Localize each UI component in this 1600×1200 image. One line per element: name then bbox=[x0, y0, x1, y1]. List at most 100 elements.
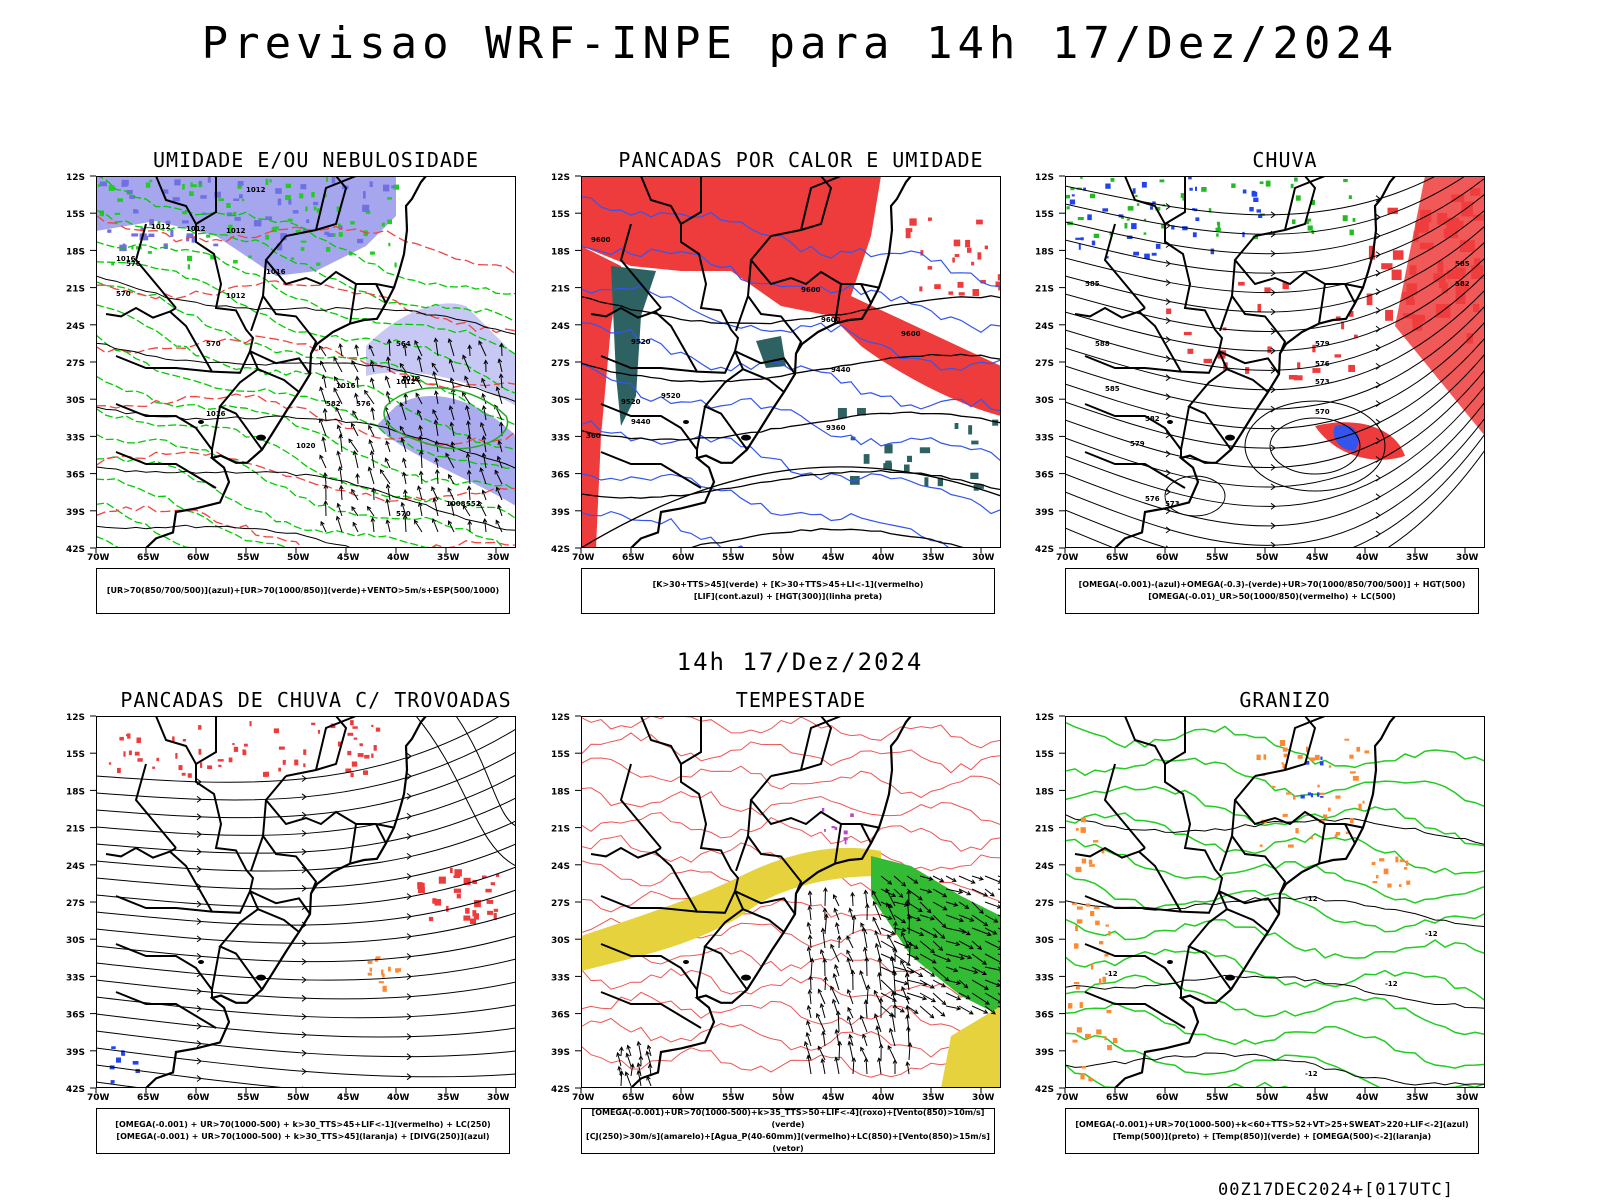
border-line bbox=[285, 716, 348, 777]
wind-vector bbox=[893, 992, 911, 1000]
storm-orange-cell bbox=[378, 981, 384, 984]
rain-blue-cell bbox=[1256, 209, 1261, 213]
panel-trovoadas: PANCADAS DE CHUVA C/ TROVOADAS 12S 15S 18S 2… bbox=[66, 688, 566, 1188]
wind-vector bbox=[464, 376, 471, 389]
lon-tick-label: 70W bbox=[87, 553, 110, 563]
wind-vector bbox=[835, 1057, 840, 1075]
lon-tick-label: 45W bbox=[337, 553, 360, 563]
wind-vector-head bbox=[893, 920, 898, 926]
humidity-green-cell bbox=[348, 252, 353, 256]
contour-label: 573 bbox=[1315, 378, 1330, 386]
lat-tick-label: 24S bbox=[551, 862, 570, 872]
wind-vector-head bbox=[355, 472, 360, 478]
wind-vector-head bbox=[846, 1015, 852, 1021]
wind-vector-head bbox=[338, 342, 343, 348]
wind-vector bbox=[818, 989, 826, 1005]
wind-vector bbox=[333, 357, 343, 373]
contour-label: 1016 bbox=[116, 255, 136, 263]
wind-vector bbox=[466, 405, 471, 421]
omega-orange-cell bbox=[1371, 861, 1376, 866]
wind-vector-head bbox=[497, 358, 503, 364]
wind-vector-head bbox=[497, 504, 502, 510]
wind-vector bbox=[889, 1028, 896, 1047]
humidity-green-cell bbox=[189, 191, 194, 196]
wind-vector bbox=[893, 927, 906, 932]
lat-tick-label: 30S bbox=[551, 936, 570, 946]
rain-green-cell bbox=[1343, 179, 1348, 183]
wind-vector bbox=[625, 1071, 632, 1087]
wind-vector bbox=[866, 985, 869, 1005]
humidity-blue-area bbox=[366, 303, 516, 406]
border-line bbox=[1074, 306, 1140, 319]
omega-orange-cell bbox=[1395, 856, 1399, 863]
lat-tick-label: 21S bbox=[66, 285, 85, 295]
hgt300-contour bbox=[581, 466, 1001, 548]
wind-vector bbox=[497, 504, 503, 517]
wind-vector bbox=[906, 914, 921, 921]
border-line bbox=[375, 283, 387, 304]
wind-vector bbox=[932, 940, 943, 951]
wind-vector bbox=[824, 888, 826, 907]
wind-vector bbox=[417, 410, 423, 421]
rain-blue-cell bbox=[1195, 186, 1197, 191]
contour-label: 1012 bbox=[396, 378, 416, 386]
wind-vector-head bbox=[907, 1041, 913, 1047]
wind-vector-head bbox=[913, 944, 919, 950]
wind-vector-head bbox=[929, 1013, 935, 1019]
wind-vector bbox=[849, 1034, 854, 1047]
lat-tick-label: 30S bbox=[551, 396, 570, 406]
storm-orange-cell bbox=[381, 969, 384, 976]
humidity-blue-cell bbox=[383, 184, 390, 192]
forecast-map[interactable]: -12-12-12-12-12 bbox=[1065, 716, 1485, 1088]
storm-red-cell bbox=[474, 900, 481, 908]
instability-green-cell bbox=[850, 436, 856, 441]
wind-vector bbox=[468, 435, 471, 453]
wind-vector-head bbox=[369, 360, 375, 366]
lon-tick-label: 50W bbox=[772, 1093, 795, 1103]
wind-vector bbox=[404, 344, 407, 357]
forecast-map[interactable] bbox=[96, 716, 516, 1088]
omega-orange-cell bbox=[1349, 771, 1356, 774]
streamline-arrow bbox=[301, 939, 307, 947]
lagoon-mirim bbox=[1225, 434, 1235, 441]
lifted-index-contour bbox=[581, 196, 1001, 287]
instability-green-cell bbox=[970, 472, 979, 479]
streamline-arrow bbox=[196, 848, 202, 856]
wind-vector bbox=[885, 888, 896, 907]
border-line bbox=[155, 716, 197, 765]
streamline-arrow bbox=[1375, 381, 1381, 389]
humidity-blue-cell bbox=[313, 201, 319, 206]
instability-red-cell bbox=[905, 228, 913, 233]
storm-red-cell bbox=[198, 748, 202, 755]
humidity-blue-cell bbox=[363, 191, 366, 199]
wind-vector-head bbox=[823, 913, 829, 919]
storm-red-cell bbox=[175, 753, 178, 759]
wind-vector bbox=[824, 914, 828, 935]
wind-vector-head bbox=[354, 375, 360, 381]
forecast-map[interactable] bbox=[581, 716, 1001, 1088]
forecast-map[interactable]: 9600960095209600944093609440952036096009… bbox=[581, 176, 1001, 548]
wind-vector-head bbox=[434, 390, 439, 396]
wind-vector-head bbox=[352, 410, 357, 416]
omega-orange-cell bbox=[1099, 941, 1104, 945]
wind-vector bbox=[945, 1005, 961, 1010]
wind-vector-head bbox=[834, 964, 839, 969]
border-line bbox=[134, 763, 177, 849]
omega-orange-cell bbox=[1071, 902, 1077, 905]
contour-label: 9440 bbox=[831, 366, 851, 374]
wind-vector-head bbox=[636, 1062, 642, 1068]
wind-vector-head bbox=[942, 893, 948, 898]
lat-tick-label: 12S bbox=[66, 713, 85, 723]
streamline-arrow bbox=[1375, 418, 1381, 426]
wind-vector bbox=[370, 360, 375, 373]
legend-line: [CJ(250)>30m/s](amarelo)+[Agua_P(40-60mm… bbox=[586, 1132, 990, 1153]
hail-blue-cell bbox=[1317, 792, 1320, 797]
omega-orange-cell bbox=[1104, 954, 1109, 957]
rain-blue-cell bbox=[1105, 255, 1109, 259]
lagoon-mirim bbox=[741, 974, 751, 981]
humidity-green-cell bbox=[229, 228, 233, 234]
wind-vector bbox=[419, 425, 423, 437]
border-line bbox=[1084, 895, 1182, 913]
